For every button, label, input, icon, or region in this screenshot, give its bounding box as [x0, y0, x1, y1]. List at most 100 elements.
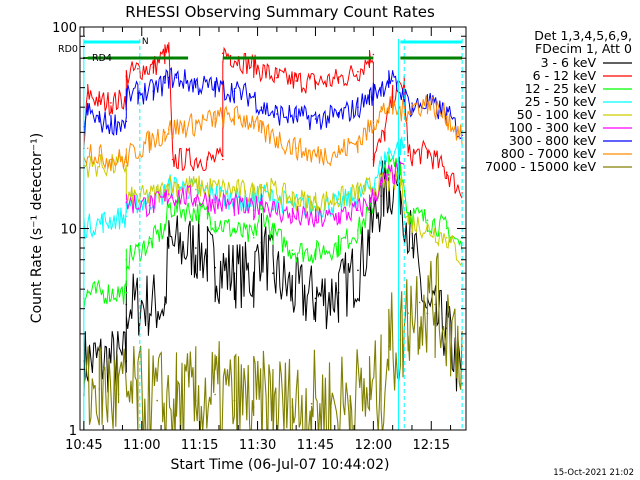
series-point-12-25-kev-21: [407, 211, 409, 214]
series-point-50-100-kev-13: [357, 192, 359, 194]
series-point-800-7000-kev-17: [337, 151, 340, 153]
series-point-300-800-kev-22: [372, 92, 375, 94]
series-point-300-800-kev-3: [110, 123, 112, 125]
series-point-12-25-kev-12: [272, 232, 274, 234]
series-line-7000-15000-kev: [83, 252, 463, 430]
series-point-800-7000-kev-11: [233, 115, 236, 118]
legend-header-line-1: Det 1,3,4,5,6,9,: [534, 28, 632, 43]
series-point-6-12-kev-18: [314, 81, 317, 84]
series-point-25-50-kev-7: [195, 188, 197, 191]
series-point-12-25-kev-4: [148, 241, 151, 244]
series-point-100-300-kev-5: [214, 201, 216, 203]
series-point-100-300-kev-1: [148, 204, 151, 207]
series-point-3-6-kev-7: [214, 266, 216, 269]
series-point-6-12-kev-7: [152, 66, 155, 69]
series-point-100-300-kev-0: [125, 201, 128, 203]
series-point-12-25-kev-7: [206, 213, 209, 215]
series-point-800-7000-kev-18: [357, 140, 359, 143]
series-point-3-6-kev-9: [252, 275, 255, 278]
series-point-50-100-kev-12: [337, 198, 340, 200]
y-tick-label-1: 1: [69, 424, 77, 439]
legend-label-100-300-kev: 100 - 300 keV: [509, 120, 597, 135]
series-point-300-800-kev-17: [295, 115, 298, 118]
series-point-3-6-kev-8: [233, 272, 236, 275]
series-point-12-25-kev-22: [426, 219, 429, 221]
series-point-800-7000-kev-26: [426, 102, 429, 104]
series-point-6-12-kev-6: [137, 68, 139, 70]
series-point-7000-15000-kev-9: [252, 406, 255, 408]
x-tick-label-11-30: 11:30: [239, 438, 276, 453]
legend: Det 1,3,4,5,6,9, FDecim 1, Att 0 3 - 6 k…: [485, 28, 632, 174]
series-point-25-50-kev-20: [399, 145, 402, 148]
series-point-300-800-kev-12: [214, 86, 216, 89]
series-point-6-12-kev-29: [445, 171, 448, 174]
series-point-12-25-kev-2: [125, 291, 128, 294]
series-point-6-12-kev-22: [372, 53, 375, 56]
series-point-7000-15000-kev-12: [310, 402, 313, 405]
series-point-25-50-kev-19: [388, 151, 390, 153]
series-point-7000-15000-kev-16: [380, 388, 382, 390]
series-point-300-800-kev-15: [260, 106, 263, 108]
x-tick-label-12-00: 12:00: [355, 438, 392, 453]
series-point-12-25-kev-6: [168, 206, 170, 208]
series-point-3-6-kev-3: [164, 303, 166, 306]
series-point-7000-15000-kev-15: [368, 393, 371, 396]
x-tick-label-11-45: 11:45: [297, 438, 334, 453]
legend-label-25-50-kev: 25 - 50 keV: [525, 94, 597, 109]
series-line-6-12-kev: [83, 42, 463, 199]
series-point-6-12-kev-23: [372, 158, 375, 161]
series-point-7000-15000-kev-1: [98, 388, 101, 390]
y-tick-label-10: 10: [60, 223, 77, 238]
series-point-300-800-kev-21: [368, 96, 371, 98]
series-point-800-7000-kev-27: [445, 115, 448, 118]
series-point-6-12-kev-24: [384, 131, 386, 134]
series-point-12-25-kev-5: [164, 227, 166, 230]
series-point-300-800-kev-9: [168, 76, 170, 79]
series-point-25-50-kev-2: [125, 215, 128, 218]
series-point-50-100-kev-3: [148, 195, 151, 197]
series-point-100-300-kev-3: [168, 193, 170, 195]
series-point-12-25-kev-23: [445, 227, 448, 230]
series-point-12-25-kev-13: [291, 249, 294, 251]
chart-title: RHESSI Observing Summary Count Rates: [125, 3, 435, 21]
series-line-100-300-kev: [125, 160, 405, 228]
series-point-300-800-kev-20: [357, 106, 359, 108]
series-point-50-100-kev-19: [426, 227, 429, 230]
series-point-50-100-kev-5: [168, 183, 170, 186]
series-point-800-7000-kev-1: [86, 147, 89, 150]
series-point-300-800-kev-19: [337, 115, 340, 118]
series-point-6-12-kev-3: [110, 102, 112, 104]
series-point-6-12-kev-19: [337, 78, 340, 81]
series-point-3-6-kev-5: [195, 247, 197, 249]
vertical-markers: [83, 39, 463, 430]
series-point-3-6-kev-16: [368, 236, 371, 239]
series-point-800-7000-kev-3: [110, 158, 112, 161]
series-point-300-800-kev-5: [125, 96, 128, 98]
series-point-50-100-kev-16: [388, 181, 390, 183]
series-point-300-800-kev-23: [380, 86, 382, 89]
series-point-800-7000-kev-12: [252, 120, 255, 123]
series-point-12-25-kev-9: [233, 229, 236, 232]
series-point-6-12-kev-10: [171, 158, 174, 161]
series-point-300-800-kev-8: [164, 81, 166, 84]
legend-label-800-7000-kev: 800 - 7000 keV: [501, 146, 597, 161]
series-point-300-800-kev-14: [252, 96, 255, 98]
series-point-7000-15000-kev-17: [388, 345, 390, 348]
legend-header-line-2: FDecim 1, Att 0: [535, 41, 632, 56]
series-point-800-7000-kev-4: [125, 158, 128, 161]
series-line-800-7000-kev: [83, 95, 463, 172]
series-point-100-300-kev-16: [388, 173, 390, 176]
series-point-800-7000-kev-5: [125, 156, 128, 159]
series-point-300-800-kev-6: [137, 92, 139, 94]
bar-label-rd0: RD0: [58, 44, 78, 55]
series-point-6-12-kev-14: [229, 54, 232, 57]
series-point-6-12-kev-13: [222, 52, 224, 55]
series-point-300-800-kev-7: [152, 90, 155, 92]
series-point-7000-15000-kev-23: [461, 345, 463, 348]
series-point-50-100-kev-9: [260, 183, 263, 186]
series-point-7000-15000-kev-20: [418, 301, 421, 304]
series-point-12-25-kev-3: [125, 258, 128, 261]
series-point-800-7000-kev-19: [368, 128, 371, 131]
series-point-7000-15000-kev-3: [137, 399, 139, 402]
series-point-6-12-kev-11: [206, 158, 209, 161]
